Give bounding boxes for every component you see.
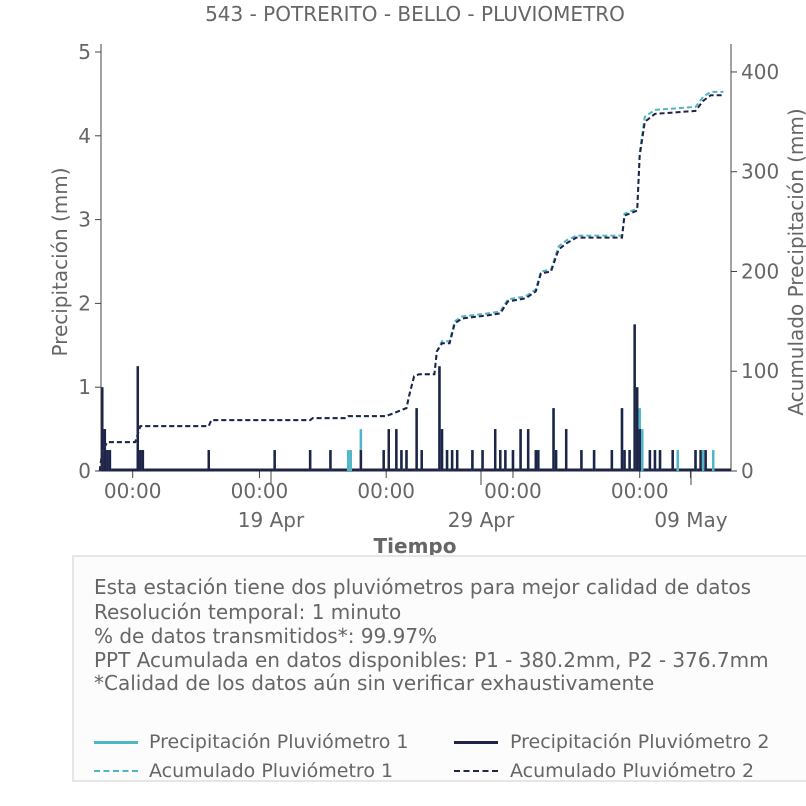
y-axis-label: Precipitación (mm) <box>48 167 72 356</box>
legend-label-a2: Acumulado Pluviómetro 2 <box>510 760 755 782</box>
x-tick-label: 00:00 <box>357 479 415 503</box>
acum-p1-line <box>98 90 724 472</box>
rainfall-chart: 543 - POTRERITO - BELLO - PLUVIOMETRO Pr… <box>48 2 806 558</box>
x-tick-label: 00:00 <box>484 479 542 503</box>
chart-title: 543 - POTRERITO - BELLO - PLUVIOMETRO <box>205 2 625 26</box>
x-date-label: 09 May <box>654 508 727 532</box>
x-axis-label: Tiempo <box>374 534 457 558</box>
y2-tick-label: 0 <box>741 459 754 483</box>
legend-swatch-p1 <box>94 741 138 744</box>
x-tick-label: 00:00 <box>611 479 669 503</box>
x-tick-label: 00:00 <box>104 479 162 503</box>
x-date-label: 19 Apr <box>238 508 305 532</box>
x-tick-label: 00:00 <box>231 479 289 503</box>
y-tick-label: 1 <box>78 375 91 399</box>
y-tick-label: 5 <box>78 40 91 64</box>
y-tick-label: 0 <box>78 459 91 483</box>
y2-tick-label: 400 <box>741 60 779 84</box>
y-tick-label: 3 <box>78 208 91 232</box>
legend-label-p1: Precipitación Pluviómetro 1 <box>149 731 409 753</box>
acum-p2-line <box>98 94 724 472</box>
y2-axis-label: Acumulado Precipitación (mm) <box>784 108 806 415</box>
y-tick-label: 4 <box>78 124 91 148</box>
tick-labels: 0 1 2 3 4 5 0 100 200 300 400 00:00 00:00 00:00 00:00 0… <box>78 40 779 532</box>
legend-label-p2: Precipitación Pluviómetro 2 <box>510 731 770 753</box>
legend-swatch-p2 <box>454 741 498 744</box>
y-tick-label: 2 <box>78 291 91 315</box>
legend-info-box: Esta estación tiene dos pluviómetros par… <box>72 555 806 782</box>
info-line-transmitted: % de datos transmitidos*: 99.97% <box>94 624 438 648</box>
info-line-quality: *Calidad de los datos aún sin verificar … <box>94 671 655 695</box>
legend-swatch-a1 <box>94 770 138 772</box>
legend-swatch-a2 <box>454 770 498 772</box>
info-line-accumulated: PPT Acumulada en datos disponibles: P1 -… <box>94 648 769 672</box>
info-line-stations: Esta estación tiene dos pluviómetros par… <box>94 575 752 599</box>
x-date-label: 29 Apr <box>448 508 515 532</box>
info-line-resolution: Resolución temporal: 1 minuto <box>94 600 402 624</box>
series-layer <box>98 90 731 472</box>
y2-tick-label: 300 <box>741 160 779 184</box>
y2-tick-label: 100 <box>741 359 779 383</box>
y2-tick-label: 200 <box>741 259 779 283</box>
legend-label-a1: Acumulado Pluviómetro 1 <box>149 760 394 782</box>
